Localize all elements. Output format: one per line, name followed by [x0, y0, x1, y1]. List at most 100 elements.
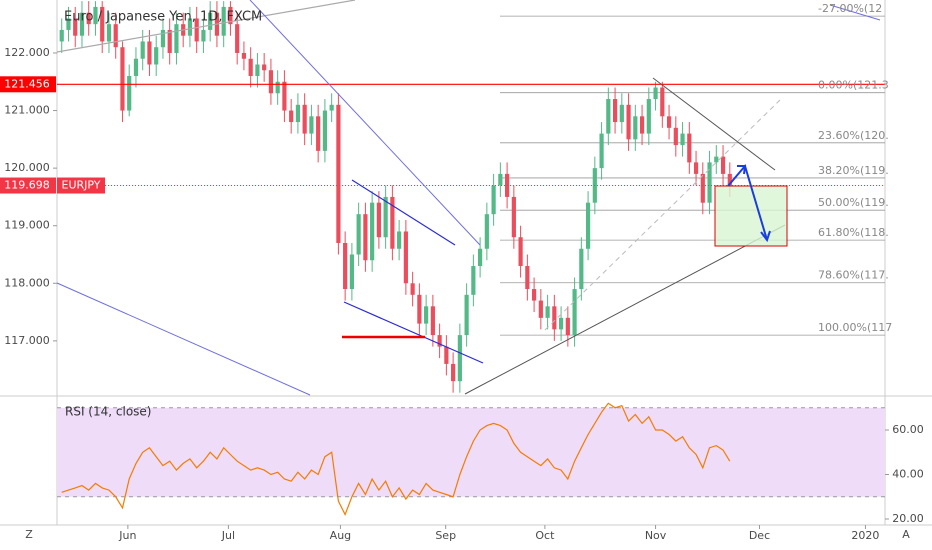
candle-body [147, 41, 152, 65]
fib-label: 38.20%(119. [818, 164, 889, 177]
y-tick-label: 60.00 [892, 423, 924, 436]
candle-body [693, 162, 699, 174]
fib-label: -27.00%(12 [818, 2, 882, 15]
candle-body [491, 185, 496, 215]
candle-body [194, 18, 199, 42]
candle-body [673, 127, 678, 146]
candle-body [525, 266, 530, 290]
x-tick-label: Jun [118, 529, 136, 542]
candle-body [606, 99, 611, 134]
candle-body [619, 104, 624, 123]
price-line-label: 121.456 [4, 77, 50, 90]
candle-body [140, 41, 145, 59]
candle-body [187, 18, 193, 36]
candle-body [424, 306, 429, 324]
candle-body [700, 173, 705, 203]
candle-body [241, 52, 247, 59]
y-tick-label: 121.000 [4, 104, 50, 117]
y-tick-label: 117.000 [4, 334, 50, 347]
candle-body [518, 237, 523, 267]
candle-body [376, 202, 381, 238]
candle-body [343, 242, 348, 290]
candle-body [680, 133, 685, 146]
candle-body [545, 306, 550, 318]
candle-body [255, 64, 260, 77]
candle-body [133, 58, 139, 77]
candle-body [86, 12, 91, 25]
candle-body [457, 335, 462, 382]
candle-body [349, 254, 354, 290]
fib-label: 78.60%(117. [818, 269, 889, 282]
candle-body [498, 173, 503, 186]
candle-body [646, 99, 651, 134]
candle-body [322, 110, 327, 151]
candle-body [572, 289, 577, 336]
candle-body [79, 12, 85, 36]
candle-body [289, 110, 294, 123]
x-tick-label: 2020 [851, 529, 879, 542]
candle-body [370, 202, 375, 261]
candle-body [154, 47, 159, 65]
fib-label: 23.60%(120. [818, 129, 889, 142]
fib-label: 61.80%(118. [818, 226, 889, 239]
y-tick-label: 119.000 [4, 219, 50, 232]
fib-label: 0.00%(121.3 [818, 79, 889, 92]
candle-body [228, 6, 233, 25]
candle-body [437, 335, 442, 347]
labels: 117.000 118.000 119.000 120.000 121.000 122.0… [0, 2, 924, 542]
candle-body [268, 70, 274, 94]
y-tick-label: 122.000 [4, 46, 50, 59]
candle-body [403, 231, 408, 284]
candle-body [221, 6, 226, 36]
candle-body [302, 104, 307, 134]
candle-body [167, 29, 172, 53]
auto-scale-button[interactable]: A [902, 528, 910, 541]
y-tick-label: 40.00 [892, 468, 924, 481]
last-price-label: 119.698 [4, 179, 50, 192]
candle-body [430, 306, 435, 336]
candle-body [444, 346, 449, 364]
zoom-button[interactable]: Z [25, 528, 33, 541]
chart-title: Euro / Japanese Yen, 1D, FXCM [64, 10, 262, 25]
y-tick-label: 120.000 [4, 161, 50, 174]
candle-body [532, 289, 537, 301]
indicator-title: RSI (14, close) [65, 405, 151, 419]
candle-body [707, 162, 712, 203]
candle-body [363, 214, 368, 261]
candle-body [653, 87, 658, 100]
rsi-line [61, 402, 731, 516]
candle-body [687, 133, 692, 163]
fib-label: 50.00%(119. [818, 196, 889, 209]
candle-body [666, 116, 672, 128]
trend-line [652, 77, 776, 171]
candle-body [275, 81, 280, 94]
trend-line [56, 0, 356, 53]
candle-body [120, 47, 125, 111]
candle-body [565, 317, 570, 336]
arrow-head [737, 165, 747, 175]
candle-body [66, 18, 71, 30]
y-tick-label: 118.000 [4, 276, 50, 289]
drawings [56, 0, 881, 396]
candle-body [471, 266, 476, 295]
price-badge [0, 76, 56, 93]
candle-body [201, 29, 206, 42]
x-tick-label: Nov [645, 529, 667, 542]
candle-body [599, 133, 604, 169]
candle-body [316, 116, 321, 151]
candle-body [511, 196, 516, 238]
fib-trend [544, 99, 781, 331]
target-box [714, 185, 788, 247]
trend-line [464, 224, 786, 395]
x-tick-label: Aug [330, 529, 351, 542]
candle-body [397, 231, 402, 249]
candle-body [660, 87, 665, 117]
rsi-band [57, 407, 885, 497]
candle-body [714, 156, 719, 163]
candle-body [329, 104, 334, 111]
candle-body [93, 6, 98, 25]
candle-body [484, 214, 489, 249]
candle-body [356, 214, 361, 255]
